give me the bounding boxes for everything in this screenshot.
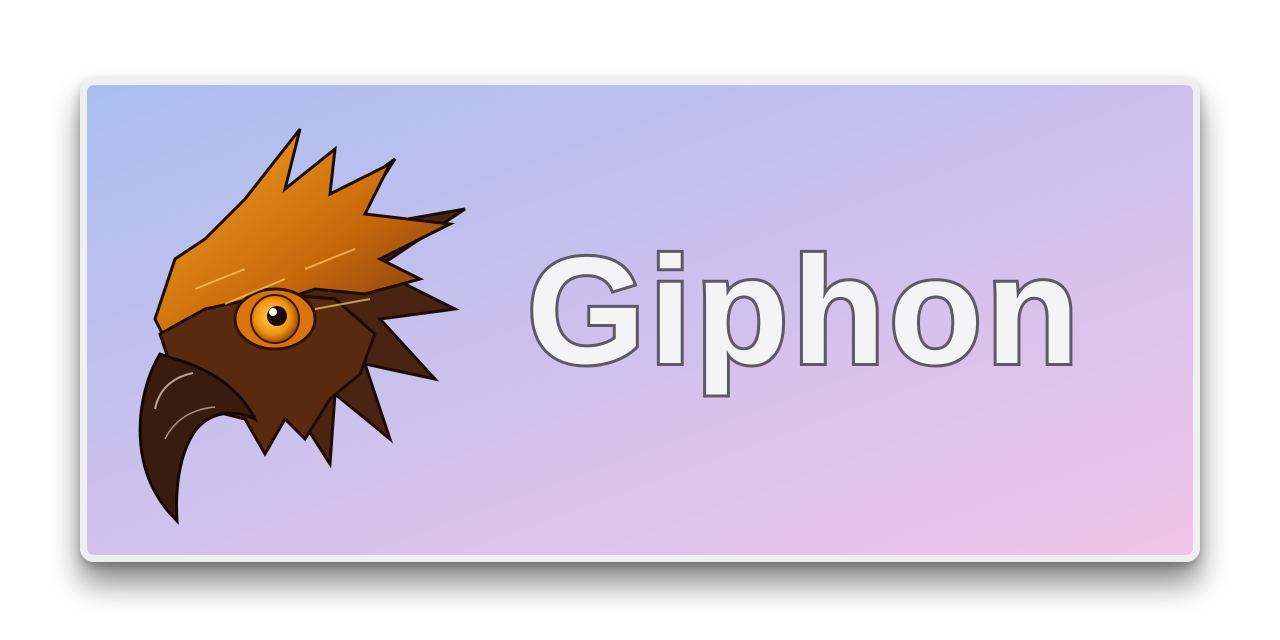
brand-name: Giphon	[524, 226, 1083, 396]
banner-card: Giphon	[80, 78, 1200, 562]
eagle-head-icon	[138, 128, 466, 525]
